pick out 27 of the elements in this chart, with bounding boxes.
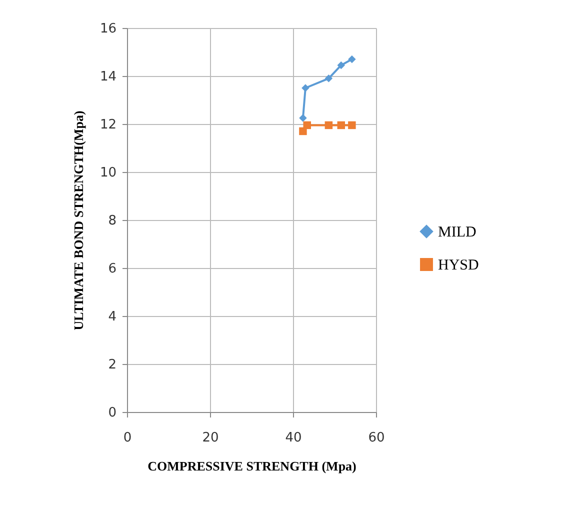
y-tick-label: 4 [108,310,116,324]
legend-label: MILD [438,224,476,240]
point [337,61,346,70]
y-tick-label: 14 [100,70,116,84]
point [303,121,311,130]
point [302,84,310,92]
point [348,55,356,64]
y-tick-label: 16 [100,22,116,36]
point [324,74,333,82]
point [337,121,346,130]
point [348,121,356,130]
y-axis-title: ULTIMATE BOND STRENGTH(Mpa) [70,110,86,330]
y-tick-label: 8 [108,214,116,228]
y-tick-label: 6 [108,262,116,276]
x-tick-label: 40 [285,430,302,446]
point [299,127,307,136]
y-tick-label: 0 [108,406,116,420]
x-tick-label: 60 [368,430,385,446]
point [299,114,307,122]
x-tick-label: 20 [202,430,219,446]
x-tick-label: 0 [123,430,132,446]
y-tick-label: 12 [100,118,116,132]
x-axis-title: COMPRESSIVE STRENGTH (Mpa) [148,458,356,474]
legend-label: HYSD [438,258,480,274]
y-tick-label: 2 [108,358,116,372]
y-tick-label: 10 [100,166,116,180]
point [324,121,333,130]
